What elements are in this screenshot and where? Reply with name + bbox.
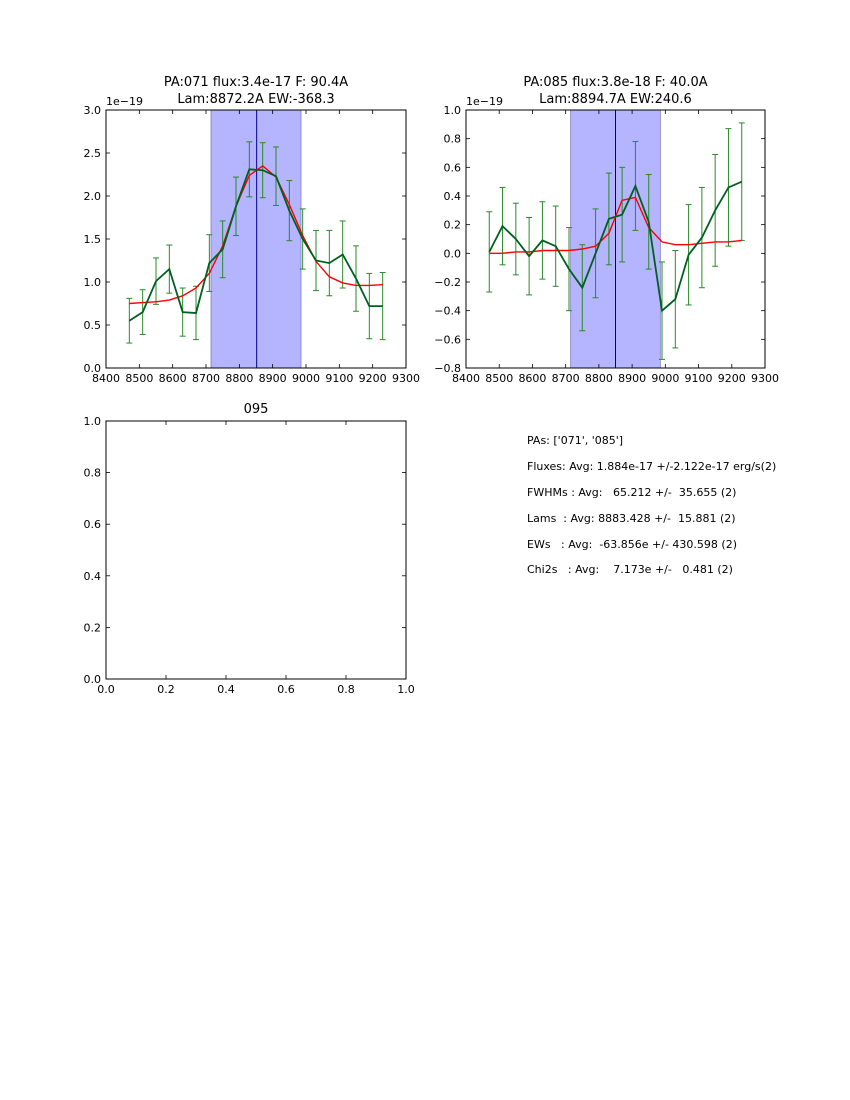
series-line-data — [488, 180, 743, 313]
y-tick-label: 1.5 — [84, 233, 102, 246]
x-tick-label: 8900 — [618, 372, 646, 385]
plot-frame — [465, 109, 766, 369]
y-tick-label: 0.2 — [444, 219, 462, 232]
stats-pas: PAs: ['071', '085'] — [527, 434, 624, 447]
x-tick-label: 8600 — [518, 372, 546, 385]
x-tick-label: 0.4 — [217, 683, 235, 696]
y-tick-label: 0.0 — [84, 362, 102, 375]
chart-title-line1: PA:085 flux:3.8e-18 F: 40.0A — [523, 75, 707, 90]
chart-title-line1: PA:071 flux:3.4e-17 F: 90.4A — [164, 75, 348, 90]
chart-panel-1: 8400 8500 8600 8700 8800 8900 9000 9100 9200 9300… — [84, 75, 421, 385]
y-tick-label: −0.2 — [434, 276, 461, 289]
y-tick-label: −0.4 — [434, 305, 461, 318]
stats-ews: EWs : Avg: -63.856e +/- 430.598 (2) — [527, 538, 737, 551]
y-tick-label: 1.0 — [84, 415, 102, 428]
chart-title-line2: Lam:8894.7A EW:240.6 — [539, 92, 692, 107]
series-line-data — [128, 168, 383, 322]
stats-fwhms: FWHMs : Avg: 65.212 +/- 35.655 (2) — [527, 486, 737, 499]
x-tick-label: 8600 — [159, 372, 187, 385]
y-tick-label: 0.4 — [444, 190, 462, 203]
y-tick-label: 0.6 — [444, 161, 462, 174]
y-tick-label: −0.8 — [434, 362, 461, 375]
x-tick-label: 8700 — [192, 372, 220, 385]
x-tick-label: 0.2 — [157, 683, 175, 696]
y-tick-label: 0.2 — [84, 621, 102, 634]
y-tick-label: 2.0 — [84, 190, 102, 203]
y-tick-label: 3.0 — [84, 104, 102, 117]
x-tick-label: 9300 — [392, 372, 420, 385]
stats-chi2s: Chi2s : Avg: 7.173e +/- 0.481 (2) — [527, 563, 733, 576]
chart-panel-3: 0.0 0.2 0.4 0.6 0.8 1.0 0.0 0.2 0.4 0.6 0.8 1.0 095 — [84, 402, 415, 696]
stats-lams: Lams : Avg: 8883.428 +/- 15.881 (2) — [527, 512, 736, 525]
x-tick-label: 9300 — [751, 372, 779, 385]
x-tick-label: 8400 — [92, 372, 120, 385]
error-bar — [486, 211, 493, 293]
y-tick-label: 0.6 — [84, 518, 102, 531]
y-tick-label: 0.8 — [84, 467, 102, 480]
x-tick-label: 8700 — [552, 372, 580, 385]
y-tick-label: 0.8 — [444, 133, 462, 146]
x-tick-label: 0.6 — [277, 683, 295, 696]
x-tick-label: 8500 — [125, 372, 153, 385]
chart-panel-2: 8400 8500 8600 8700 8800 8900 9000 9100 9200 9300… — [434, 75, 779, 385]
y-tick-label: 0.0 — [84, 673, 102, 686]
axis-offset-label: 1e−19 — [466, 95, 503, 108]
x-tick-label: 0.0 — [97, 683, 115, 696]
x-tick-label: 9200 — [718, 372, 746, 385]
x-tick-label: 0.8 — [337, 683, 355, 696]
y-tick-label: 0.4 — [84, 570, 102, 583]
plot-frame — [105, 420, 407, 680]
axis-offset-label: 1e−19 — [106, 95, 143, 108]
y-tick-label: −0.6 — [434, 333, 461, 346]
x-tick-label: 1.0 — [397, 683, 415, 696]
stats-fluxes: Fluxes: Avg: 1.884e-17 +/-2.122e-17 erg/… — [527, 460, 777, 473]
x-tick-label: 8400 — [452, 372, 480, 385]
x-tick-label: 8800 — [225, 372, 253, 385]
y-tick-label: 2.5 — [84, 147, 102, 160]
x-tick-label: 9100 — [685, 372, 713, 385]
chart-title: 095 — [244, 402, 269, 417]
chart-title-line2: Lam:8872.2A EW:-368.3 — [177, 92, 334, 107]
y-tick-label: 1.0 — [444, 104, 462, 117]
x-tick-label: 9000 — [292, 372, 320, 385]
y-tick-label: 0.0 — [444, 247, 462, 260]
x-tick-label: 8800 — [585, 372, 613, 385]
x-tick-label: 8900 — [259, 372, 287, 385]
y-tick-label: 0.5 — [84, 319, 102, 332]
x-tick-label: 8500 — [485, 372, 513, 385]
x-tick-label: 9200 — [359, 372, 387, 385]
x-tick-label: 9100 — [325, 372, 353, 385]
y-tick-label: 1.0 — [84, 276, 102, 289]
x-tick-label: 9000 — [651, 372, 679, 385]
